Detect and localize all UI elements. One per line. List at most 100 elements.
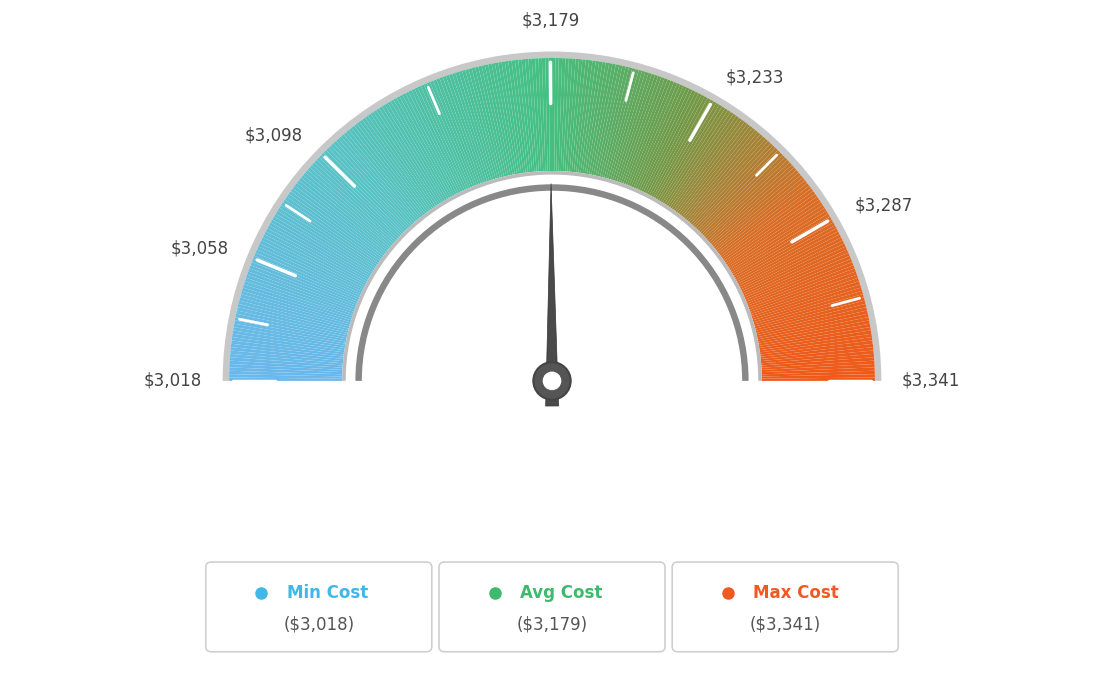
Wedge shape <box>710 170 798 246</box>
Wedge shape <box>675 119 744 214</box>
Wedge shape <box>751 284 861 321</box>
Wedge shape <box>263 235 367 288</box>
Wedge shape <box>308 168 396 245</box>
Wedge shape <box>716 183 809 255</box>
Wedge shape <box>234 320 348 344</box>
Wedge shape <box>276 210 375 273</box>
Wedge shape <box>230 374 344 379</box>
Wedge shape <box>683 130 757 221</box>
Wedge shape <box>333 141 413 228</box>
Wedge shape <box>612 72 648 182</box>
Wedge shape <box>687 135 763 224</box>
Wedge shape <box>233 327 347 348</box>
Wedge shape <box>241 290 352 325</box>
Wedge shape <box>290 188 385 259</box>
Wedge shape <box>539 58 545 173</box>
Text: Min Cost: Min Cost <box>287 584 368 602</box>
Wedge shape <box>742 250 848 298</box>
Wedge shape <box>237 304 350 333</box>
Wedge shape <box>574 60 590 174</box>
Wedge shape <box>446 75 486 184</box>
Wedge shape <box>526 59 537 173</box>
Wedge shape <box>611 71 646 181</box>
Wedge shape <box>597 66 626 178</box>
Wedge shape <box>355 184 749 381</box>
Wedge shape <box>753 297 864 329</box>
Wedge shape <box>326 148 408 233</box>
Wedge shape <box>391 99 449 201</box>
Wedge shape <box>752 290 863 325</box>
Wedge shape <box>232 337 346 355</box>
Wedge shape <box>760 354 874 366</box>
Wedge shape <box>755 310 868 337</box>
Wedge shape <box>238 301 350 331</box>
Wedge shape <box>427 82 474 189</box>
Wedge shape <box>267 226 370 282</box>
Wedge shape <box>638 88 690 193</box>
Wedge shape <box>343 132 420 222</box>
Wedge shape <box>664 108 728 206</box>
Wedge shape <box>758 340 873 357</box>
Wedge shape <box>339 137 416 225</box>
Wedge shape <box>584 62 606 176</box>
Wedge shape <box>758 344 873 359</box>
Wedge shape <box>746 265 854 308</box>
Wedge shape <box>414 88 466 193</box>
Wedge shape <box>691 141 771 228</box>
Wedge shape <box>581 61 599 175</box>
Wedge shape <box>726 205 825 269</box>
Wedge shape <box>274 214 374 275</box>
Wedge shape <box>254 253 361 300</box>
Wedge shape <box>256 250 362 298</box>
Wedge shape <box>736 231 840 286</box>
Wedge shape <box>554 58 559 172</box>
Wedge shape <box>647 93 702 197</box>
Text: $3,018: $3,018 <box>144 372 202 390</box>
Wedge shape <box>616 74 655 184</box>
Wedge shape <box>481 65 509 178</box>
Wedge shape <box>443 76 484 185</box>
Wedge shape <box>745 262 853 306</box>
Text: $3,098: $3,098 <box>245 126 302 144</box>
Wedge shape <box>760 361 874 370</box>
Wedge shape <box>760 357 874 368</box>
Wedge shape <box>453 72 490 183</box>
Wedge shape <box>749 275 858 315</box>
Wedge shape <box>501 61 521 175</box>
Wedge shape <box>488 63 513 177</box>
Wedge shape <box>349 128 423 219</box>
Wedge shape <box>468 68 500 180</box>
Wedge shape <box>240 297 351 329</box>
Wedge shape <box>696 148 778 233</box>
Wedge shape <box>698 150 781 234</box>
Wedge shape <box>720 191 815 260</box>
Wedge shape <box>640 89 692 193</box>
Wedge shape <box>561 58 569 173</box>
Wedge shape <box>235 314 349 339</box>
Wedge shape <box>532 59 541 173</box>
Wedge shape <box>655 99 713 201</box>
Wedge shape <box>306 170 394 246</box>
FancyBboxPatch shape <box>672 562 899 652</box>
Wedge shape <box>304 172 393 248</box>
Text: $3,287: $3,287 <box>854 197 913 215</box>
Wedge shape <box>625 78 668 186</box>
Wedge shape <box>243 284 353 321</box>
Wedge shape <box>754 304 867 333</box>
Wedge shape <box>708 168 796 245</box>
Wedge shape <box>478 66 507 178</box>
Wedge shape <box>729 210 828 273</box>
Wedge shape <box>250 265 358 308</box>
Wedge shape <box>633 83 680 190</box>
Wedge shape <box>656 101 716 201</box>
Wedge shape <box>282 202 379 268</box>
Wedge shape <box>672 118 742 213</box>
Wedge shape <box>287 194 382 262</box>
Wedge shape <box>741 244 846 294</box>
Wedge shape <box>396 97 454 199</box>
Wedge shape <box>556 58 562 173</box>
Text: ($3,018): ($3,018) <box>284 615 354 633</box>
Polygon shape <box>545 184 559 406</box>
Wedge shape <box>731 217 831 277</box>
Wedge shape <box>744 256 851 302</box>
